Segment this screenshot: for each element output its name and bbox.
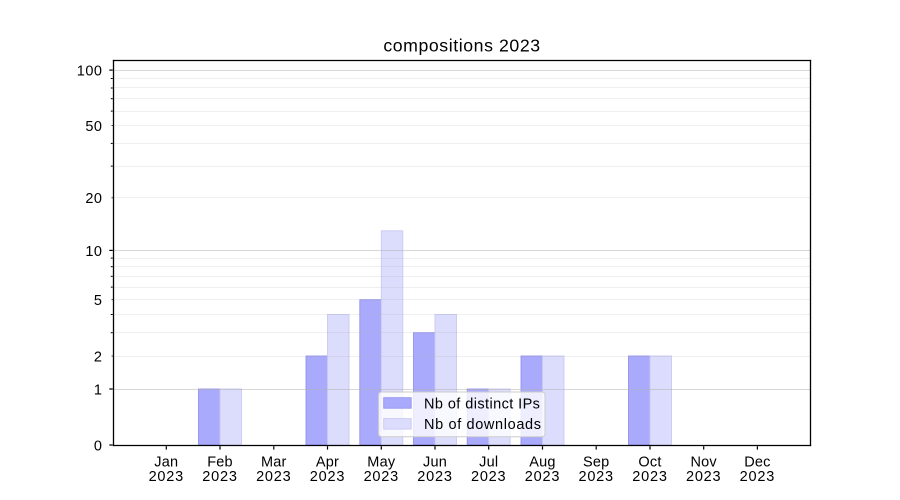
svg-text:10: 10 [85,244,102,260]
svg-text:20: 20 [85,191,102,207]
svg-text:2023: 2023 [310,469,345,485]
svg-text:2023: 2023 [256,469,291,485]
svg-text:0: 0 [94,438,103,454]
svg-text:2023: 2023 [202,469,237,485]
svg-text:2023: 2023 [149,469,184,485]
svg-text:2023: 2023 [578,469,613,485]
svg-text:2023: 2023 [417,469,452,485]
svg-text:Aug: Aug [529,454,555,470]
svg-text:compositions 2023: compositions 2023 [383,35,540,55]
svg-text:2023: 2023 [364,469,399,485]
svg-text:Nb of downloads: Nb of downloads [424,417,542,433]
svg-text:Jan: Jan [154,454,178,470]
svg-text:5: 5 [94,293,103,309]
svg-text:Nb of distinct IPs: Nb of distinct IPs [424,397,540,413]
svg-text:Apr: Apr [316,454,339,470]
svg-text:2023: 2023 [632,469,667,485]
svg-text:Nov: Nov [691,454,718,470]
svg-text:Sep: Sep [583,454,609,470]
svg-text:Mar: Mar [261,454,287,470]
svg-text:50: 50 [85,119,102,135]
svg-text:2023: 2023 [740,469,775,485]
svg-text:Feb: Feb [207,454,233,470]
svg-text:2023: 2023 [471,469,506,485]
svg-text:2: 2 [94,349,103,365]
svg-text:100: 100 [77,64,103,80]
svg-text:2023: 2023 [525,469,560,485]
svg-text:1: 1 [94,382,103,398]
svg-text:Dec: Dec [744,454,770,470]
svg-text:Jul: Jul [479,454,498,470]
svg-text:May: May [367,454,396,470]
svg-text:Oct: Oct [638,454,661,470]
svg-text:2023: 2023 [686,469,721,485]
svg-text:Jun: Jun [423,454,447,470]
